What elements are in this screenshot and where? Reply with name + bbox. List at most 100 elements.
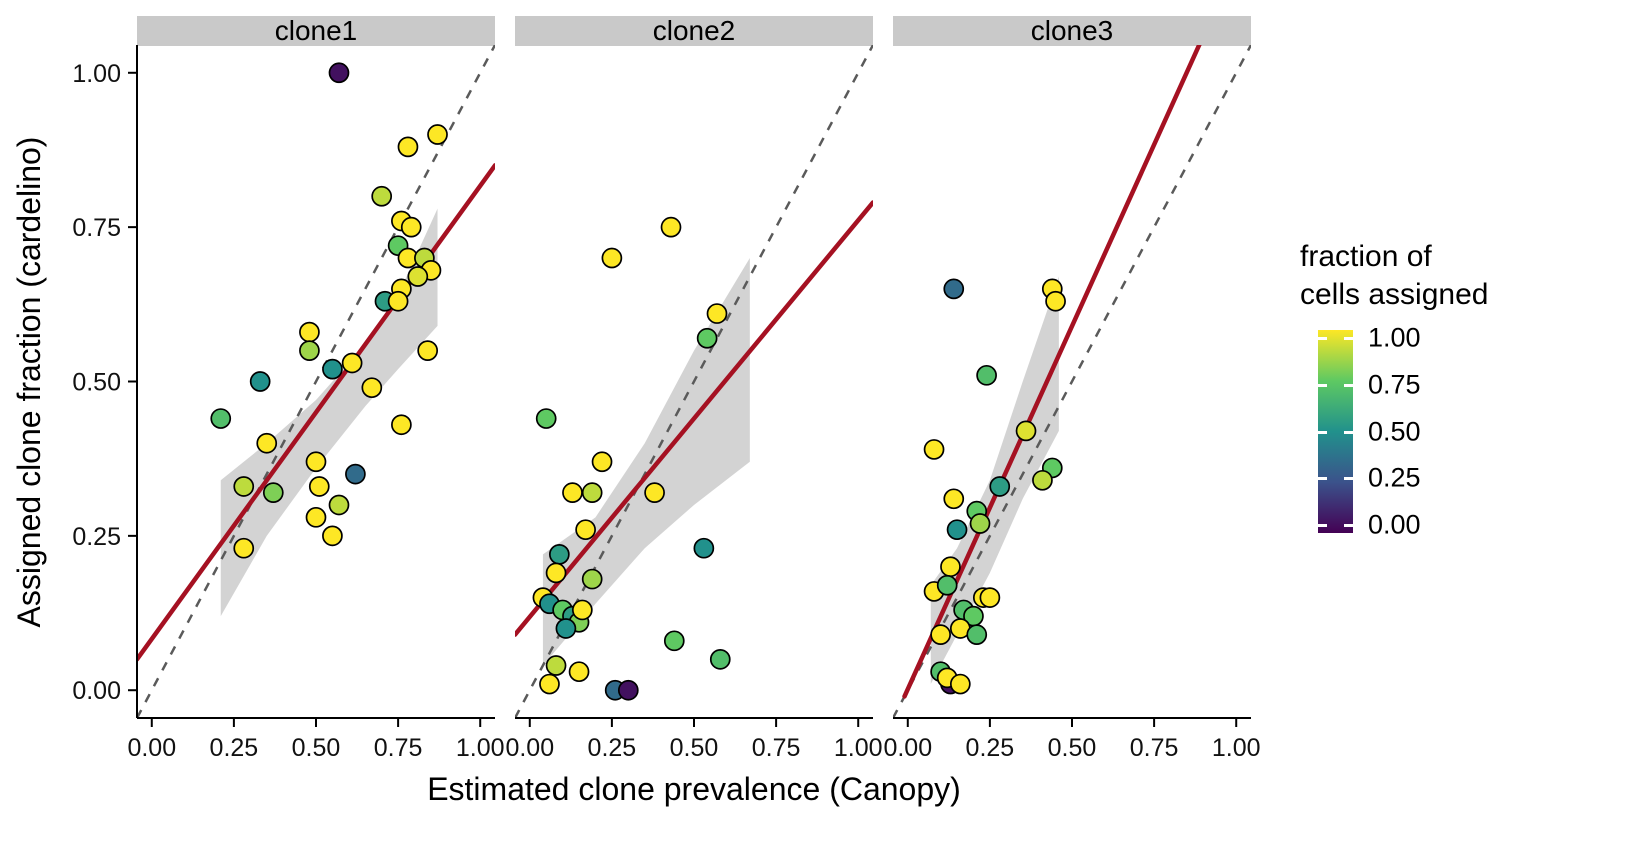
data-point xyxy=(407,266,429,287)
data-point xyxy=(943,488,965,510)
data-point xyxy=(660,216,682,238)
data-point xyxy=(361,377,383,399)
colorbar-tick-mark xyxy=(1344,524,1353,527)
identity-line xyxy=(137,45,495,718)
data-point xyxy=(581,568,603,590)
x-tick-label: 0.50 xyxy=(670,734,719,762)
data-point xyxy=(930,624,951,645)
data-point xyxy=(989,476,1011,497)
data-point xyxy=(210,408,232,429)
data-point xyxy=(706,303,728,324)
confidence-ribbon xyxy=(220,208,438,617)
data-point xyxy=(387,290,409,312)
colorbar-tick-mark xyxy=(1318,477,1327,481)
x-tick-label: 0.25 xyxy=(588,734,637,762)
data-point xyxy=(617,679,639,701)
legend-tick-label: 0.25 xyxy=(1368,462,1421,493)
confidence-ribbon xyxy=(542,258,750,666)
data-point xyxy=(233,537,255,559)
data-point xyxy=(966,624,988,645)
data-point xyxy=(663,630,685,652)
facet-strip-clone1: clone1 xyxy=(137,16,495,46)
data-point xyxy=(233,476,255,497)
legend-tick-label: 0.75 xyxy=(1368,369,1421,400)
data-point xyxy=(976,364,997,386)
colorbar-tick-mark xyxy=(1318,430,1327,434)
x-tick-label: 0.25 xyxy=(210,734,259,762)
data-point xyxy=(299,321,320,343)
x-tick-label: 0.50 xyxy=(1048,734,1097,762)
fit-line xyxy=(902,45,1202,699)
y-tick-label: 0.75 xyxy=(72,214,121,242)
data-point xyxy=(328,494,350,516)
facet-strip-clone2: clone2 xyxy=(515,16,873,46)
y-tick-label: 0.25 xyxy=(72,523,121,551)
data-point xyxy=(1015,420,1037,442)
data-point xyxy=(555,618,577,639)
legend-tick-label: 1.00 xyxy=(1368,322,1421,353)
data-point xyxy=(591,451,613,473)
data-point xyxy=(371,185,393,207)
data-point xyxy=(562,482,583,503)
data-point xyxy=(693,537,715,559)
colorbar-tick-mark xyxy=(1318,337,1327,340)
data-point xyxy=(568,661,590,683)
data-point xyxy=(345,463,366,485)
data-point xyxy=(328,62,350,84)
data-point xyxy=(249,371,271,392)
x-tick-label: 0.75 xyxy=(1130,734,1179,762)
data-point xyxy=(322,358,343,380)
panel-clone3 xyxy=(893,45,1251,718)
data-point xyxy=(581,482,603,503)
data-point xyxy=(308,476,330,497)
data-point xyxy=(709,648,731,670)
x-tick-label: 1.00 xyxy=(1212,734,1261,762)
data-point xyxy=(299,340,320,361)
data-point xyxy=(601,247,623,269)
x-tick-label: 0.75 xyxy=(752,734,801,762)
data-point xyxy=(979,587,1001,608)
y-tick-label: 0.00 xyxy=(72,677,121,705)
data-point xyxy=(341,352,363,374)
colorbar-tick-mark xyxy=(1318,524,1327,527)
data-point xyxy=(322,525,343,547)
facet-strip-clone3: clone3 xyxy=(893,16,1251,46)
colorbar-tick-mark xyxy=(1344,383,1353,387)
x-tick-label: 0.00 xyxy=(883,734,932,762)
data-point xyxy=(397,136,419,158)
y-axis-title: Assigned clone fraction (cardelino) xyxy=(11,137,47,628)
x-tick-label: 0.00 xyxy=(127,734,176,762)
colorbar-tick-mark xyxy=(1318,383,1327,387)
colorbar-tick-mark xyxy=(1344,337,1353,340)
x-axis-title: Estimated clone prevalence (Canopy) xyxy=(427,771,961,807)
data-point xyxy=(262,482,284,503)
data-point xyxy=(427,124,448,145)
fit-line xyxy=(137,163,495,662)
data-point xyxy=(696,327,718,349)
x-tick-label: 0.25 xyxy=(966,734,1015,762)
x-tick-label: 1.00 xyxy=(834,734,883,762)
identity-line xyxy=(893,45,1251,718)
panel-clone2 xyxy=(515,45,873,718)
data-point xyxy=(923,439,945,460)
data-point xyxy=(305,506,327,528)
data-point xyxy=(949,673,971,695)
data-point xyxy=(940,556,961,578)
data-point xyxy=(256,432,278,454)
data-point xyxy=(575,519,596,541)
data-point xyxy=(535,408,557,429)
data-point xyxy=(571,599,593,621)
data-point xyxy=(1032,469,1053,491)
fit-line xyxy=(515,200,873,637)
data-point xyxy=(545,655,567,676)
data-point xyxy=(545,562,567,584)
panel-clone1 xyxy=(137,45,495,718)
data-point xyxy=(936,574,958,596)
data-point xyxy=(400,216,422,238)
data-point xyxy=(539,673,560,695)
legend-title: fraction of cells assigned xyxy=(1300,240,1489,311)
legend-tick-label: 0.50 xyxy=(1368,416,1421,446)
y-tick-label: 1.00 xyxy=(72,60,121,88)
